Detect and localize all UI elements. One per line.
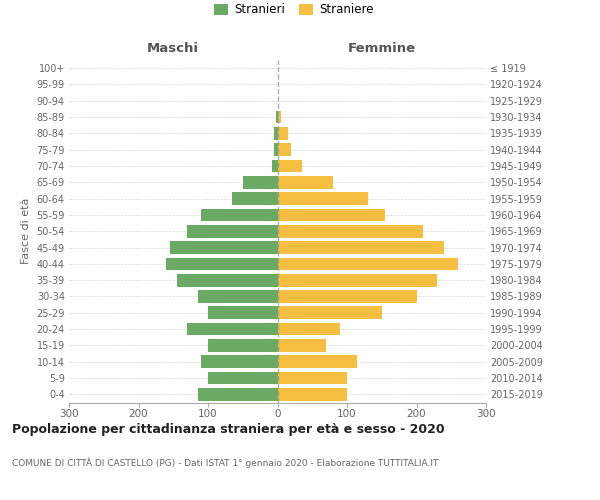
Bar bbox=[201, 356, 277, 368]
Text: COMUNE DI CITTÀ DI CASTELLO (PG) - Dati ISTAT 1° gennaio 2020 - Elaborazione TUT: COMUNE DI CITTÀ DI CASTELLO (PG) - Dati … bbox=[12, 458, 439, 468]
Bar bbox=[277, 176, 333, 188]
Bar bbox=[243, 176, 277, 188]
Bar bbox=[277, 241, 444, 254]
Bar bbox=[208, 306, 277, 319]
Bar bbox=[208, 339, 277, 352]
Bar bbox=[277, 144, 292, 156]
Bar bbox=[277, 388, 347, 400]
Bar bbox=[277, 306, 382, 319]
Bar bbox=[277, 160, 302, 172]
Bar bbox=[277, 127, 288, 140]
Bar bbox=[187, 322, 277, 336]
Bar bbox=[274, 144, 277, 156]
Bar bbox=[277, 225, 424, 237]
Text: Femmine: Femmine bbox=[347, 42, 416, 55]
Bar bbox=[277, 356, 358, 368]
Bar bbox=[201, 208, 277, 222]
Bar bbox=[166, 258, 277, 270]
Bar bbox=[197, 290, 277, 303]
Bar bbox=[170, 241, 277, 254]
Bar bbox=[197, 388, 277, 400]
Bar bbox=[277, 274, 437, 286]
Bar bbox=[177, 274, 277, 286]
Text: Popolazione per cittadinanza straniera per età e sesso - 2020: Popolazione per cittadinanza straniera p… bbox=[12, 422, 445, 436]
Bar bbox=[276, 110, 277, 124]
Text: Maschi: Maschi bbox=[147, 42, 199, 55]
Bar bbox=[277, 339, 326, 352]
Bar bbox=[232, 192, 277, 205]
Bar bbox=[277, 208, 385, 222]
Bar bbox=[277, 372, 347, 384]
Bar bbox=[277, 290, 416, 303]
Bar bbox=[277, 258, 458, 270]
Y-axis label: Fasce di età: Fasce di età bbox=[21, 198, 31, 264]
Bar bbox=[208, 372, 277, 384]
Bar bbox=[187, 225, 277, 237]
Bar bbox=[277, 192, 368, 205]
Bar bbox=[272, 160, 277, 172]
Bar bbox=[277, 110, 281, 124]
Legend: Stranieri, Straniere: Stranieri, Straniere bbox=[214, 4, 374, 16]
Bar bbox=[277, 322, 340, 336]
Bar bbox=[274, 127, 277, 140]
